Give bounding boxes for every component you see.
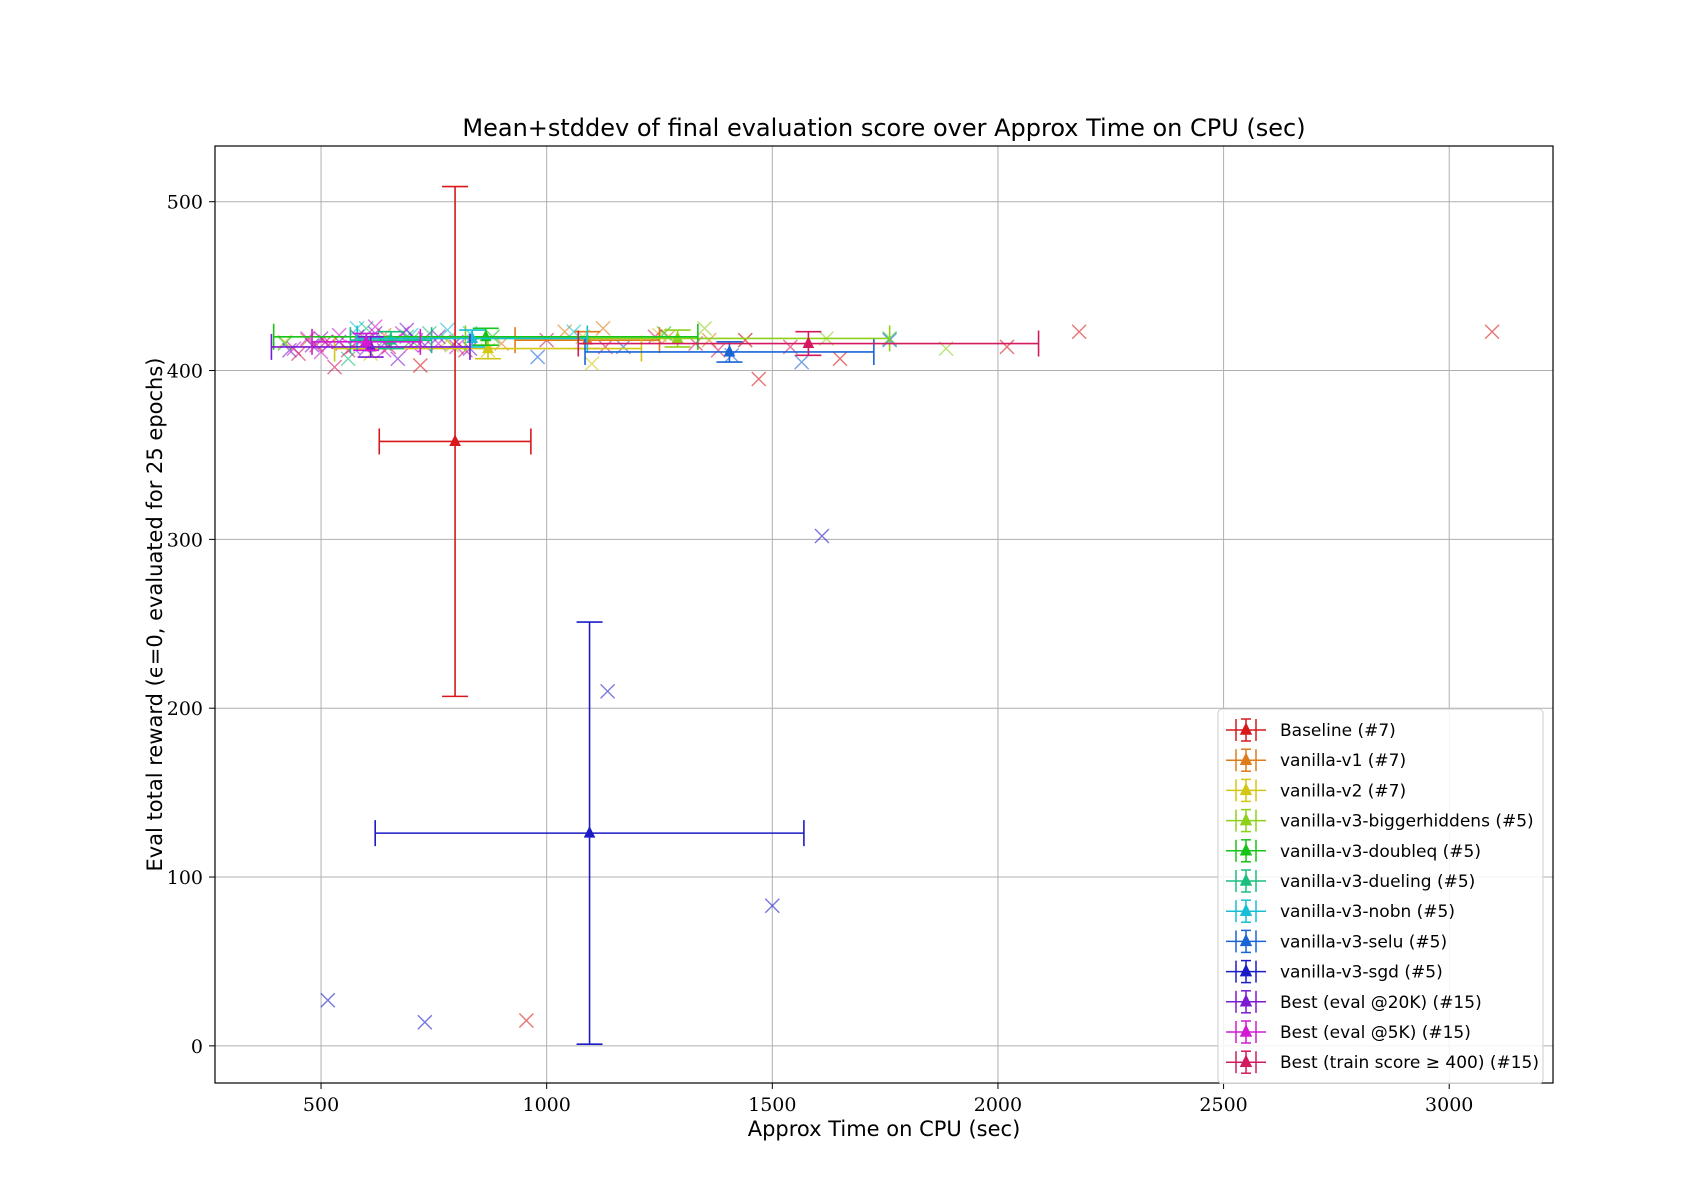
x-axis-label: Approx Time on CPU (sec) bbox=[748, 1117, 1021, 1141]
y-tick-label: 400 bbox=[167, 361, 203, 383]
data-point bbox=[290, 346, 306, 362]
mean-marker bbox=[449, 434, 461, 446]
legend-label: vanilla-v1 (#7) bbox=[1280, 751, 1406, 771]
legend-label: Best (train score ≥ 400) (#15) bbox=[1280, 1053, 1539, 1073]
legend-handle bbox=[1226, 748, 1266, 772]
data-point bbox=[327, 359, 343, 375]
y-tick-label: 200 bbox=[167, 698, 203, 720]
plot-area-frame bbox=[214, 145, 1554, 1084]
data-point bbox=[764, 898, 780, 914]
data-point bbox=[439, 322, 455, 338]
legend: Baseline (#7) vanilla-v1 (#7) vanilla-v2 (… bbox=[1217, 708, 1544, 1084]
y-tick-label: 0 bbox=[191, 1036, 203, 1058]
data-point bbox=[1071, 324, 1087, 340]
y-tick-label: 500 bbox=[167, 192, 203, 214]
data-point bbox=[584, 356, 600, 372]
legend-box bbox=[1217, 708, 1544, 1084]
legend-handle bbox=[1226, 839, 1266, 863]
legend-label: vanilla-v3-biggerhiddens (#5) bbox=[1280, 812, 1534, 832]
data-point bbox=[444, 337, 460, 353]
data-point bbox=[794, 354, 810, 370]
legend-label: vanilla-v3-selu (#5) bbox=[1280, 932, 1447, 952]
mean-marker bbox=[802, 336, 815, 349]
legend-label: vanilla-v3-doubleq (#5) bbox=[1280, 842, 1481, 862]
data-point bbox=[701, 332, 717, 348]
mean-marker bbox=[583, 826, 596, 838]
data-point bbox=[417, 1014, 433, 1030]
data-point bbox=[518, 1013, 534, 1029]
legend-handle bbox=[1226, 1020, 1266, 1044]
x-tick-label: 2500 bbox=[1199, 1094, 1247, 1116]
legend-handle bbox=[1226, 929, 1266, 954]
legend-handle bbox=[1226, 718, 1266, 742]
data-point bbox=[340, 351, 356, 367]
axis-ticks: 500 1000 1500 2000 2500 3000 0 100 200 300 400 500 bbox=[167, 192, 1474, 1116]
data-point bbox=[1484, 324, 1500, 340]
data-point bbox=[697, 320, 713, 336]
data-point bbox=[530, 349, 546, 365]
mean-marker bbox=[360, 334, 372, 347]
legend-label: Best (eval @5K) (#15) bbox=[1280, 1023, 1471, 1043]
legend-label: Baseline (#7) bbox=[1280, 721, 1396, 741]
mean-marker bbox=[479, 329, 492, 342]
mean-marker bbox=[482, 341, 494, 354]
legend-handle bbox=[1226, 959, 1266, 984]
data-point bbox=[313, 330, 329, 346]
legend-label: vanilla-v3-dueling (#5) bbox=[1280, 872, 1475, 892]
legend-handle bbox=[1226, 990, 1266, 1014]
x-tick-label: 2000 bbox=[974, 1094, 1022, 1116]
grid-lines bbox=[215, 146, 1553, 1083]
data-point bbox=[390, 351, 406, 367]
data-point bbox=[832, 351, 848, 367]
y-tick-label: 100 bbox=[167, 867, 203, 889]
legend-handle bbox=[1226, 1050, 1266, 1074]
x-tick-label: 1500 bbox=[748, 1094, 796, 1116]
data-point bbox=[412, 357, 428, 373]
data-point bbox=[340, 342, 356, 358]
x-tick-label: 1000 bbox=[522, 1094, 570, 1116]
chart-title: Mean+stddev of final evaluation score ov… bbox=[462, 114, 1305, 142]
legend-label: vanilla-v3-nobn (#5) bbox=[1280, 902, 1455, 922]
data-point bbox=[814, 528, 830, 544]
x-tick-label: 3000 bbox=[1425, 1094, 1473, 1116]
data-point bbox=[595, 320, 611, 336]
legend-label: Best (eval @20K) (#15) bbox=[1280, 993, 1482, 1013]
data-point bbox=[999, 339, 1015, 355]
error-bars bbox=[270, 185, 1040, 1045]
data-point bbox=[281, 342, 297, 358]
data-point bbox=[277, 336, 293, 352]
legend-label: vanilla-v3-sgd (#5) bbox=[1280, 963, 1443, 983]
legend-label: vanilla-v2 (#7) bbox=[1280, 781, 1406, 801]
y-tick-label: 300 bbox=[167, 529, 203, 551]
legend-handle bbox=[1226, 869, 1266, 893]
data-point bbox=[710, 342, 726, 358]
legend-handle bbox=[1226, 899, 1266, 923]
data-point bbox=[600, 683, 616, 699]
data-point bbox=[399, 322, 415, 338]
x-tick-label: 500 bbox=[303, 1094, 339, 1116]
legend-handle bbox=[1226, 808, 1266, 833]
data-point bbox=[320, 992, 336, 1008]
mean-marker bbox=[723, 344, 736, 357]
data-point bbox=[737, 332, 753, 348]
y-axis-label: Eval total reward (ϵ=0, evaluated for 25… bbox=[143, 357, 167, 871]
legend-handle bbox=[1226, 778, 1266, 803]
data-point bbox=[751, 371, 767, 387]
